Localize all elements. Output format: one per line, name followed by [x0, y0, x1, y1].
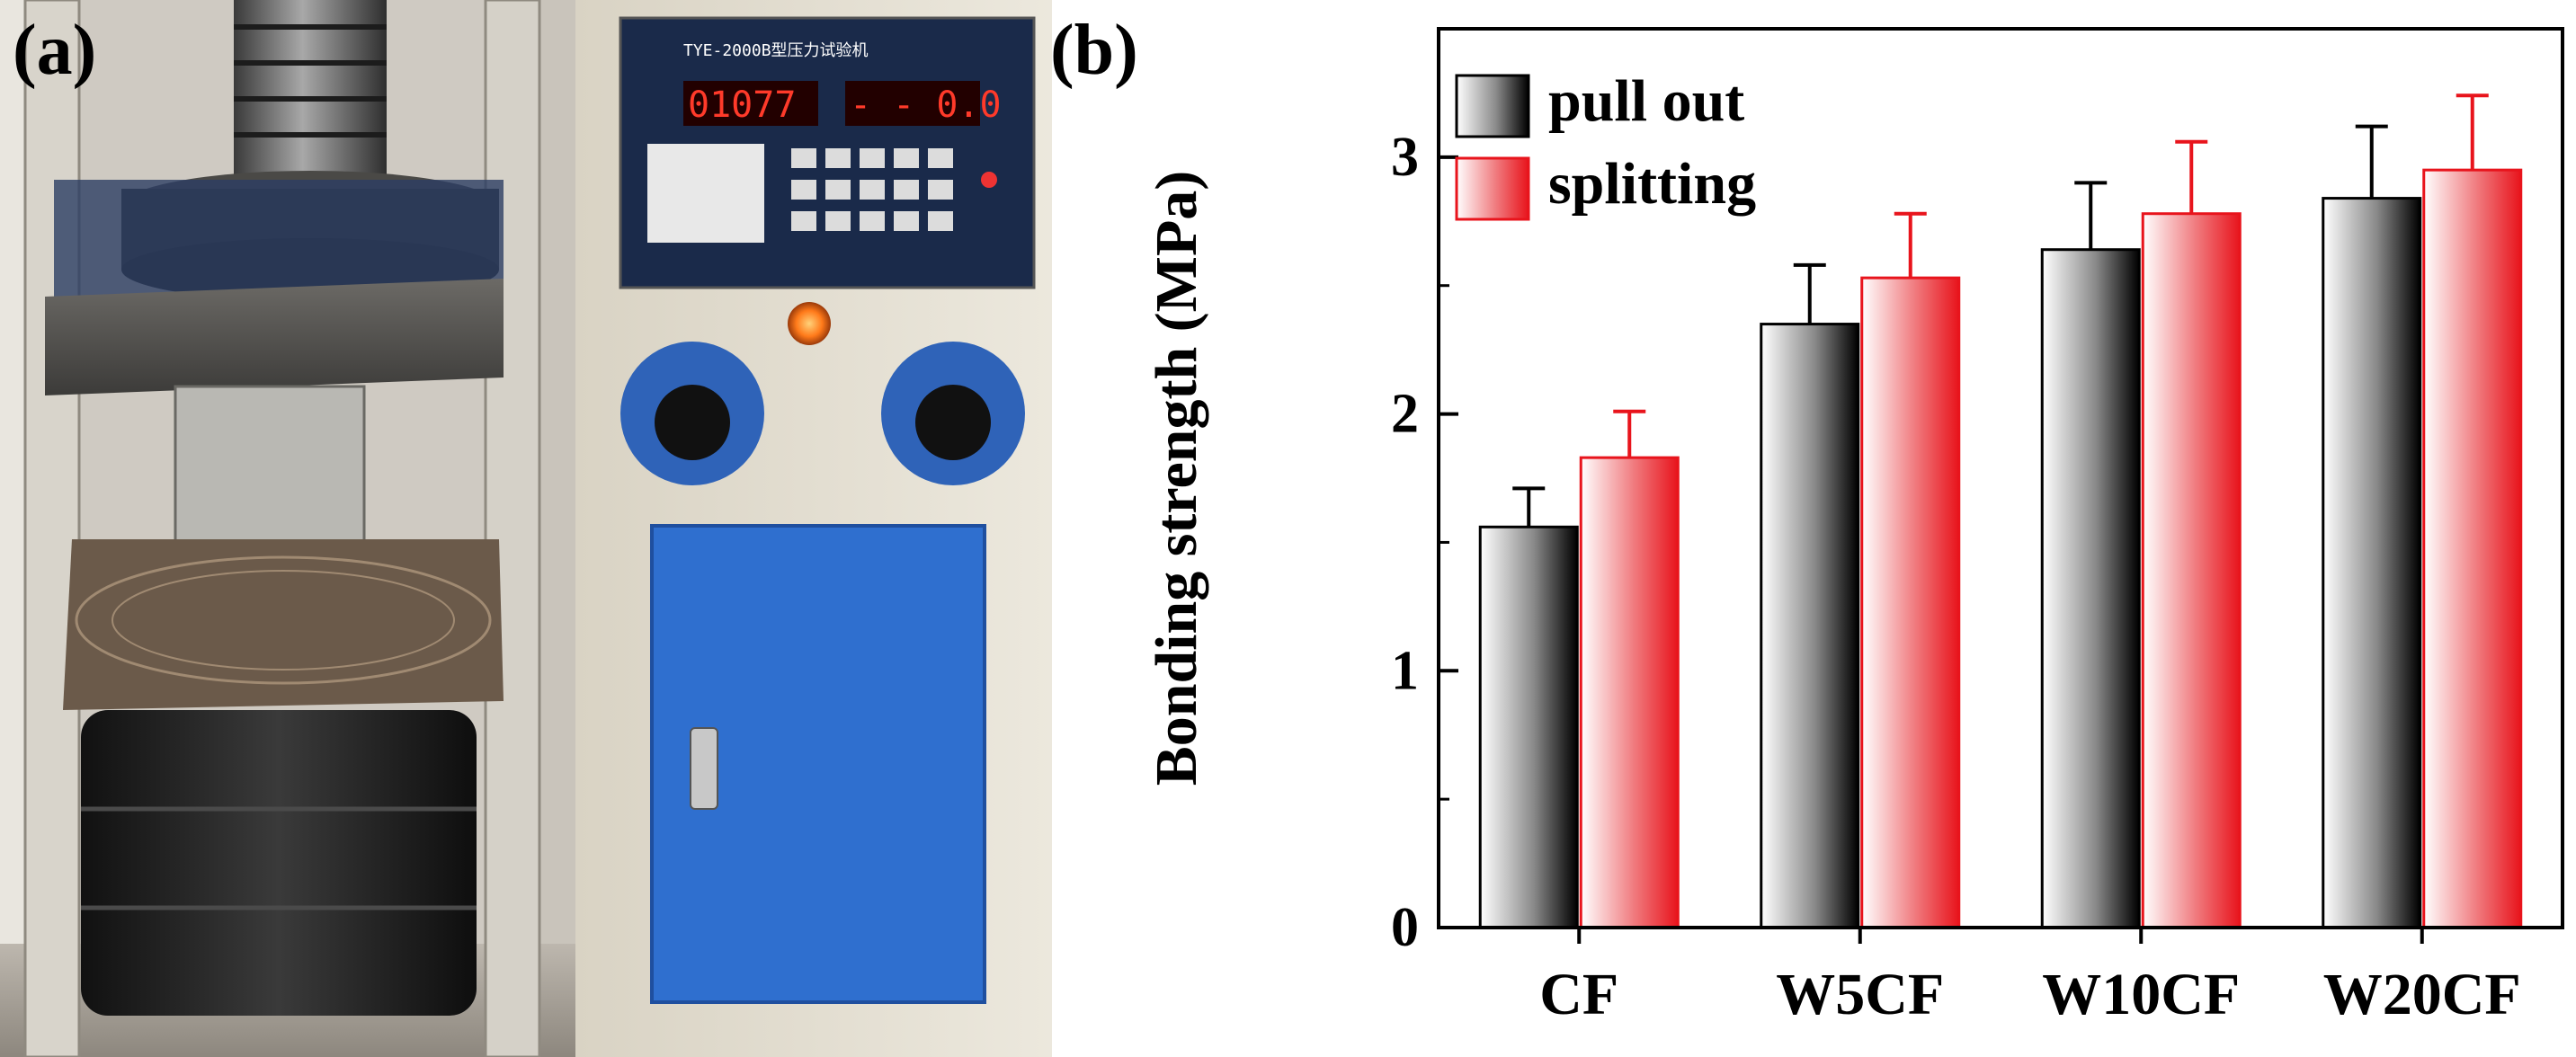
bar-splitting-cf	[1579, 456, 1680, 929]
panel-a-label: (a)	[13, 11, 96, 90]
plot-frame	[1437, 27, 2564, 929]
bar-pull-out-cf	[1478, 525, 1579, 929]
bar-splitting-w5cf	[1860, 276, 1961, 929]
machine-photo: TYE-2000B型压力试验机 01077 - - 0.0 (a)	[0, 0, 1052, 1057]
x-axis-labels: CF W5CF W10CF W20CF	[1539, 928, 2521, 1027]
machine-display-right: - - 0.0	[850, 84, 1002, 126]
y-axis-title: Bonding strength (MPa)	[1144, 171, 1209, 786]
legend-label-splitting: splitting	[1548, 151, 1756, 217]
x-tick-label-cf: CF	[1539, 962, 1618, 1027]
legend-swatch-pull-out	[1455, 74, 1530, 138]
panel-b-label: (b)	[1052, 11, 1138, 90]
machine-display-left: 01077	[688, 84, 796, 126]
y-tick-label: 2	[1391, 384, 1419, 445]
bar-pull-out-w10cf	[2040, 248, 2141, 929]
legend-label-pull-out: pull out	[1548, 68, 1744, 134]
error-bars	[1512, 93, 2489, 528]
bar-pull-out-w5cf	[1760, 323, 1860, 929]
y-axis-ticks: 0 1 2 3	[1391, 127, 1458, 958]
bar-splitting-w20cf	[2422, 168, 2523, 929]
x-tick-label-w20cf: W20CF	[2323, 962, 2521, 1027]
bonding-strength-chart: (b) Bonding strength (MPa) 0 1 2 3 CF W5CF W1…	[1052, 11, 2564, 1027]
y-tick-label: 1	[1391, 640, 1419, 701]
y-tick-label: 3	[1391, 127, 1419, 188]
legend: pull out splitting	[1455, 68, 1756, 221]
y-tick-label: 0	[1391, 897, 1419, 958]
legend-swatch-splitting	[1455, 156, 1530, 221]
bar-pull-out-w20cf	[2322, 197, 2422, 929]
x-tick-label-w10cf: W10CF	[2042, 962, 2240, 1027]
x-tick-label-w5cf: W5CF	[1776, 962, 1944, 1027]
bar-splitting-w10cf	[2141, 212, 2242, 929]
bars	[1478, 168, 2523, 929]
machine-name: TYE-2000B型压力试验机	[683, 41, 869, 60]
